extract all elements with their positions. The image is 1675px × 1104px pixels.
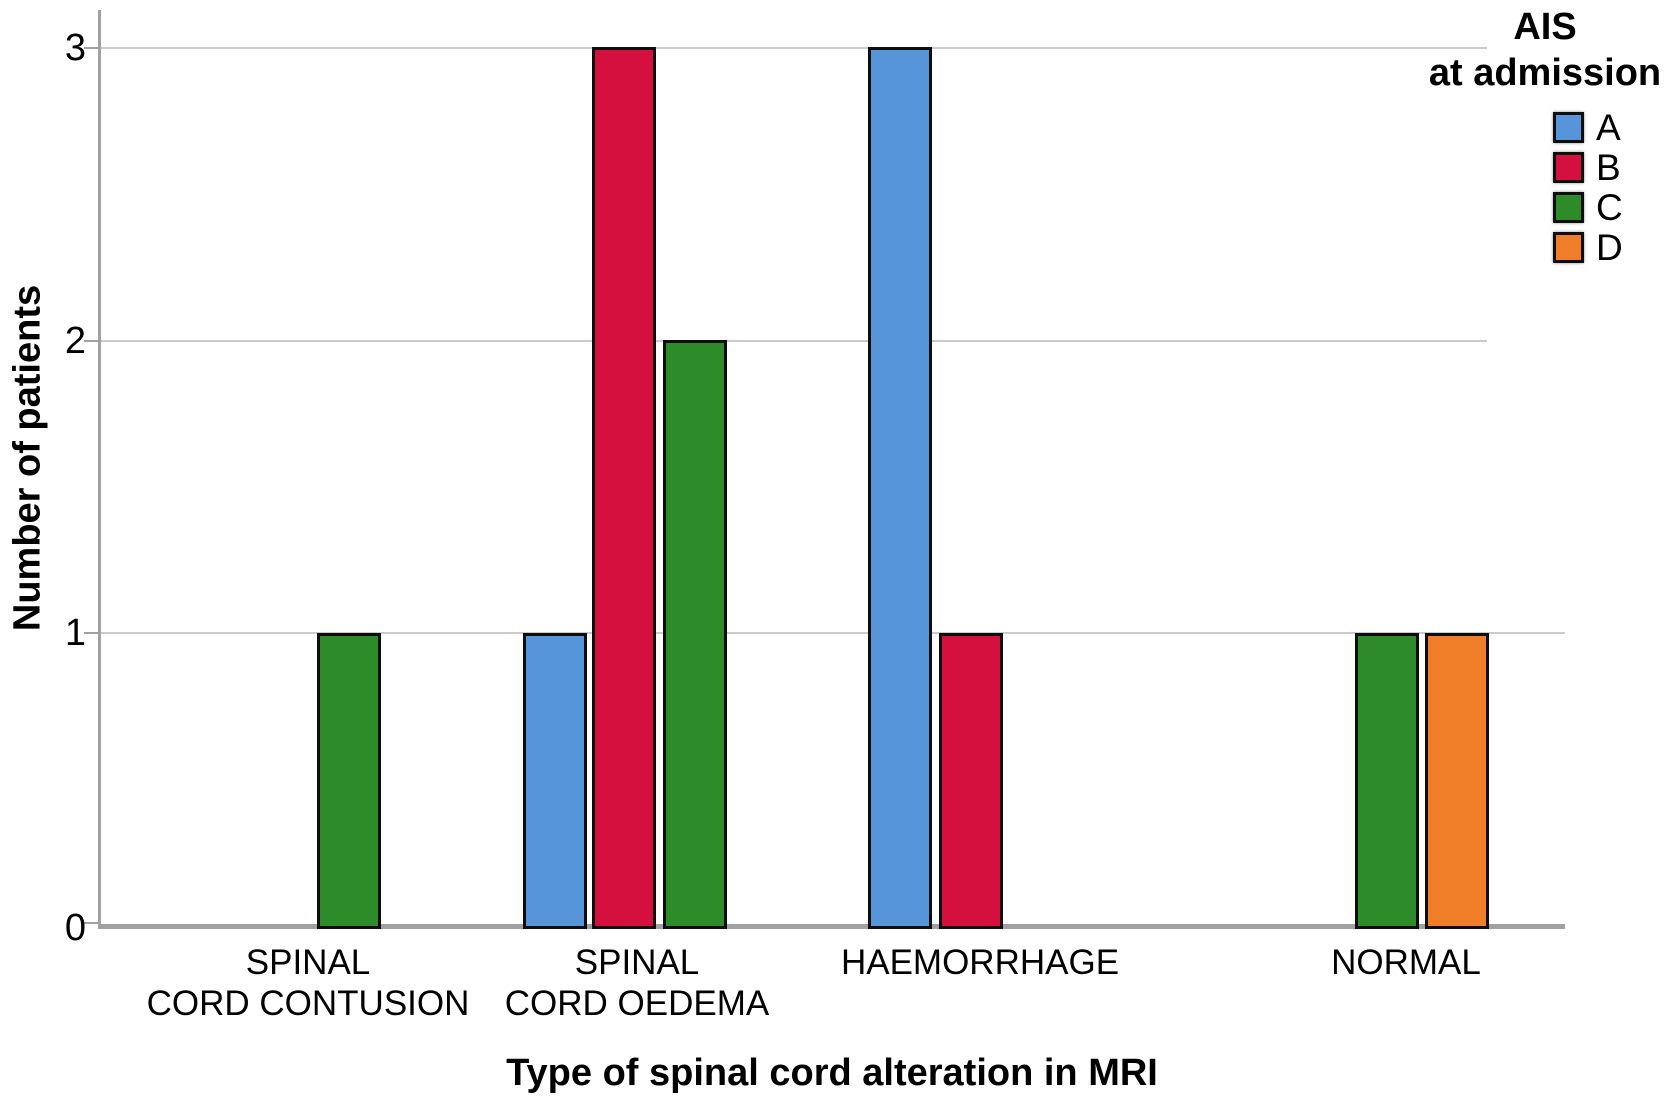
bar-B-category-1 <box>592 47 656 929</box>
bar-B-category-2 <box>939 633 1003 929</box>
x-axis-line <box>100 924 1565 929</box>
category-label-haemorrhage: HAEMORRHAGE <box>840 943 1120 982</box>
plot-area <box>100 10 1565 929</box>
y-tick-label-0: 0 <box>64 907 86 949</box>
legend-swatch-D <box>1553 232 1584 263</box>
y-tick-label-3: 3 <box>64 27 86 69</box>
category-label-spinal-cord-oedema: SPINAL CORD OEDEMA <box>504 943 770 1023</box>
x-axis-title: Type of spinal cord alteration in MRI <box>506 1052 1158 1094</box>
gridline-3 <box>100 47 1487 49</box>
legend-label-C: C <box>1596 186 1623 228</box>
legend-label-D: D <box>1596 226 1623 268</box>
legend-label-A: A <box>1596 106 1621 148</box>
bar-C-category-1 <box>663 340 727 929</box>
y-tick-label-2: 2 <box>64 320 86 362</box>
legend-title-line2: at admission <box>1428 52 1662 94</box>
legend-title-line1: AIS <box>1513 6 1577 48</box>
bar-C-category-0 <box>317 633 381 929</box>
legend-swatch-C <box>1553 192 1584 223</box>
bar-A-category-2 <box>868 47 932 929</box>
category-label-normal: NORMAL <box>1331 943 1481 982</box>
legend-swatch-A <box>1553 112 1584 143</box>
legend-swatch-B <box>1553 152 1584 183</box>
y-tick-0 <box>84 922 98 924</box>
bar-A-category-1 <box>523 633 587 929</box>
y-tick-3 <box>84 47 98 49</box>
y-tick-label-1: 1 <box>64 612 86 654</box>
legend-label-B: B <box>1596 146 1621 188</box>
gridline-1 <box>100 632 1565 634</box>
legend: AIS at admission A B C D <box>1400 0 1675 405</box>
y-tick-2 <box>84 340 98 342</box>
bar-D-category-3 <box>1425 633 1489 929</box>
category-label-spinal-cord-contusion: SPINAL CORD CONTUSION <box>146 943 470 1023</box>
y-tick-1 <box>84 632 98 634</box>
gridline-2 <box>100 340 1487 342</box>
y-axis-line <box>98 10 101 929</box>
bar-C-category-3 <box>1355 633 1419 929</box>
